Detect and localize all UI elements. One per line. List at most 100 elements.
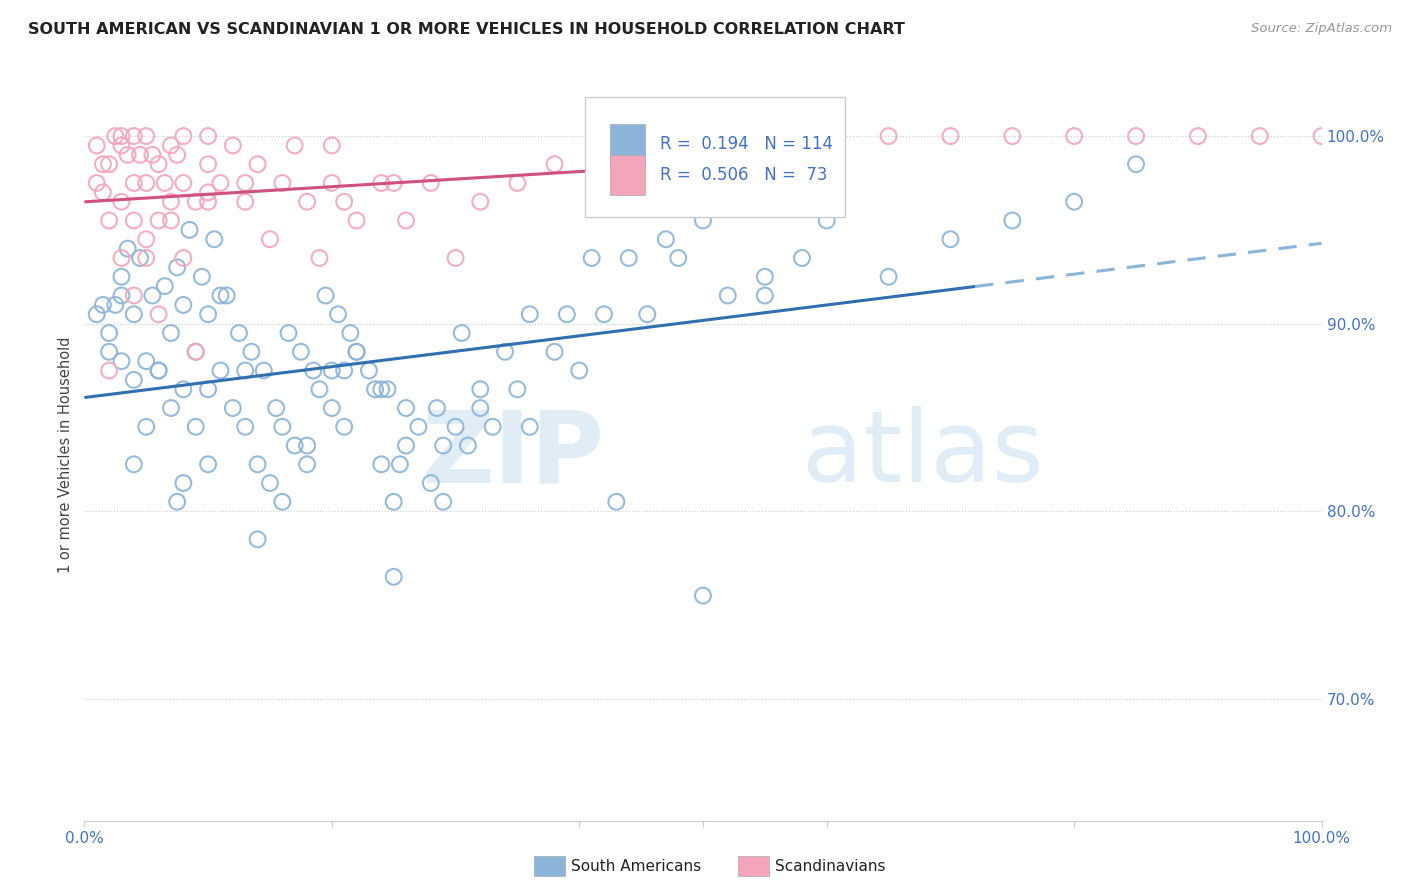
Point: [432, 438, 454, 452]
Point: [308, 251, 330, 265]
Point: [333, 194, 356, 209]
Point: [246, 157, 269, 171]
Point: [395, 213, 418, 227]
Point: [364, 382, 387, 396]
Point: [519, 307, 541, 321]
Point: [104, 129, 127, 144]
Point: [346, 213, 368, 227]
Point: [148, 363, 170, 377]
Point: [91, 157, 114, 171]
Point: [153, 279, 176, 293]
Point: [179, 223, 201, 237]
Point: [506, 382, 529, 396]
Point: [494, 344, 516, 359]
Point: [98, 157, 121, 171]
Point: [197, 157, 219, 171]
Point: [271, 495, 294, 509]
Point: [395, 401, 418, 415]
Point: [264, 401, 287, 415]
Point: [877, 269, 900, 284]
Point: [233, 194, 256, 209]
Point: [271, 176, 294, 190]
Point: [184, 419, 207, 434]
Point: [1063, 129, 1085, 144]
Point: [141, 148, 163, 162]
Point: [284, 438, 307, 452]
Point: [815, 129, 838, 144]
Point: [939, 129, 962, 144]
Point: [481, 419, 503, 434]
Point: [295, 438, 318, 452]
Point: [110, 269, 132, 284]
Point: [395, 438, 418, 452]
Point: [321, 363, 343, 377]
Point: [91, 186, 114, 200]
Text: Source: ZipAtlas.com: Source: ZipAtlas.com: [1251, 22, 1392, 36]
Point: [172, 251, 194, 265]
Point: [172, 382, 194, 396]
Point: [382, 495, 405, 509]
Point: [1125, 157, 1147, 171]
Point: [346, 344, 368, 359]
Point: [636, 307, 658, 321]
Text: ZIP: ZIP: [422, 407, 605, 503]
Point: [790, 251, 813, 265]
Point: [129, 148, 152, 162]
Point: [815, 213, 838, 227]
Point: [160, 401, 183, 415]
Point: [104, 298, 127, 312]
Point: [692, 213, 714, 227]
Point: [388, 458, 411, 472]
Point: [209, 363, 232, 377]
Point: [117, 148, 139, 162]
Point: [444, 419, 467, 434]
Point: [382, 570, 405, 584]
Point: [655, 232, 678, 246]
Point: [233, 176, 256, 190]
Point: [370, 382, 392, 396]
Point: [519, 419, 541, 434]
Point: [1187, 129, 1209, 144]
FancyBboxPatch shape: [585, 96, 845, 218]
Point: [457, 438, 479, 452]
Point: [184, 344, 207, 359]
Point: [110, 251, 132, 265]
Point: [184, 194, 207, 209]
Point: [295, 458, 318, 472]
Point: [382, 176, 405, 190]
Point: [1001, 213, 1024, 227]
Point: [184, 344, 207, 359]
Point: [581, 251, 603, 265]
Point: [543, 344, 565, 359]
Point: [240, 344, 263, 359]
Point: [98, 363, 121, 377]
Point: [779, 138, 801, 153]
Point: [728, 176, 751, 190]
Point: [135, 129, 157, 144]
Point: [191, 269, 214, 284]
Point: [233, 419, 256, 434]
Point: [419, 176, 441, 190]
Point: [110, 129, 132, 144]
Point: [605, 495, 627, 509]
Point: [166, 495, 188, 509]
Point: [357, 363, 380, 377]
Point: [555, 307, 578, 321]
Point: [209, 176, 232, 190]
FancyBboxPatch shape: [610, 155, 645, 195]
FancyBboxPatch shape: [610, 124, 645, 164]
Point: [86, 307, 108, 321]
Point: [593, 307, 616, 321]
Point: [692, 589, 714, 603]
Point: [408, 419, 430, 434]
Point: [135, 419, 157, 434]
Point: [122, 373, 145, 387]
Point: [470, 382, 492, 396]
Point: [197, 382, 219, 396]
Point: [253, 363, 276, 377]
Point: [86, 138, 108, 153]
Point: [172, 298, 194, 312]
Point: [246, 458, 269, 472]
Point: [135, 251, 157, 265]
Point: [346, 344, 368, 359]
